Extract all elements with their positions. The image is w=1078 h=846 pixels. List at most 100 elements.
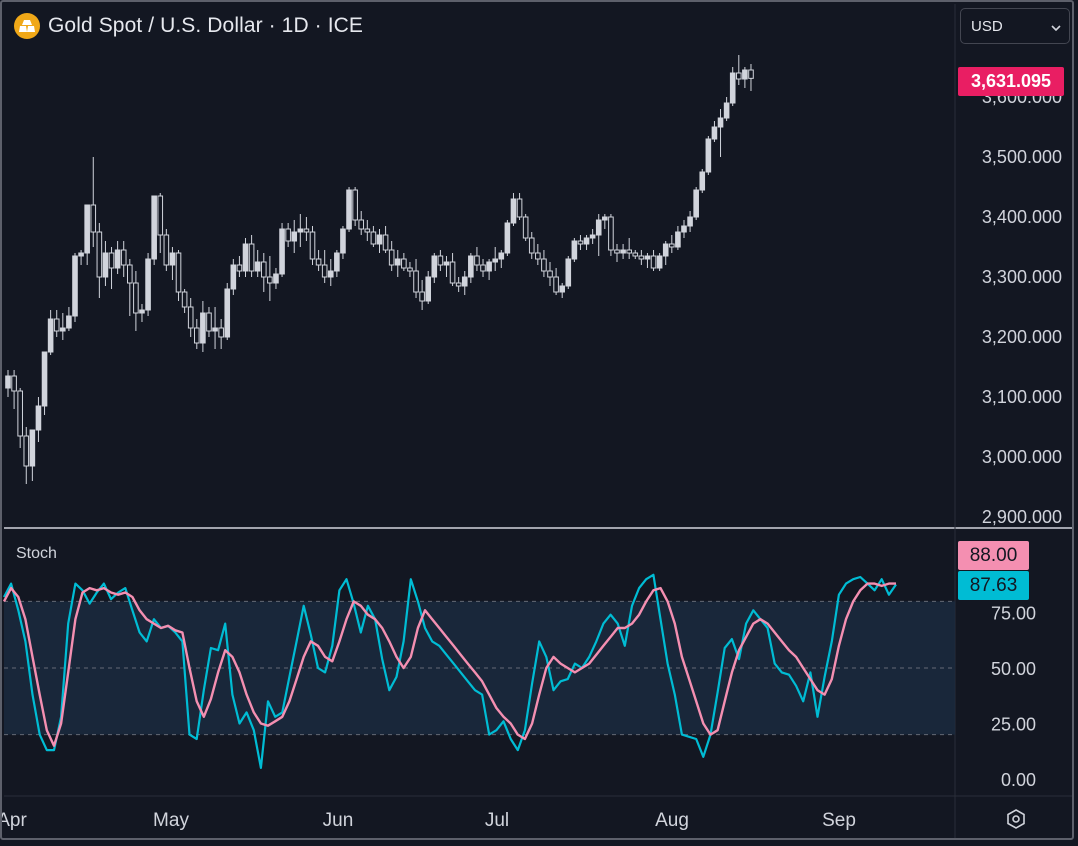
stoch-tick-label: 0.00 bbox=[1001, 770, 1036, 790]
candle bbox=[547, 262, 553, 286]
candle bbox=[41, 351, 48, 415]
candle bbox=[510, 193, 517, 226]
candle bbox=[705, 136, 712, 175]
candle bbox=[565, 256, 572, 289]
candle bbox=[382, 226, 389, 253]
candle bbox=[553, 268, 559, 295]
candle bbox=[47, 310, 54, 355]
candle bbox=[11, 370, 17, 409]
candle bbox=[157, 193, 164, 253]
candle bbox=[480, 259, 486, 277]
symbol-title[interactable]: Gold Spot / U.S. Dollar · 1D · ICE bbox=[48, 14, 363, 37]
price-tick-label: 3,400.000 bbox=[982, 207, 1062, 227]
price-axis[interactable]: 2,900.000 3,000.000 3,100.000 3,200.000 3,30… bbox=[982, 87, 1062, 527]
candle bbox=[181, 289, 188, 313]
candle bbox=[248, 235, 255, 277]
stoch-indicator-label[interactable]: Stoch bbox=[16, 545, 57, 562]
candle bbox=[498, 250, 505, 268]
candle bbox=[729, 67, 736, 106]
candle bbox=[5, 370, 11, 397]
candle bbox=[589, 229, 596, 244]
candle bbox=[120, 241, 127, 277]
settings-icon bbox=[1007, 809, 1025, 829]
candle bbox=[577, 235, 584, 250]
candle bbox=[559, 283, 565, 298]
chart-header: Gold Spot / U.S. Dollar · 1D · ICE bbox=[14, 12, 363, 40]
candle bbox=[620, 244, 626, 259]
gold-logo-icon bbox=[14, 13, 40, 39]
candle bbox=[23, 427, 30, 484]
stoch-band bbox=[4, 600, 955, 736]
candle bbox=[388, 241, 395, 271]
candle bbox=[687, 211, 693, 232]
settings-button[interactable] bbox=[1003, 806, 1029, 832]
candle bbox=[364, 220, 371, 241]
candle bbox=[528, 232, 535, 259]
price-tick-label: 3,200.000 bbox=[982, 327, 1062, 347]
candle bbox=[267, 256, 273, 301]
candle bbox=[139, 304, 145, 322]
candle bbox=[35, 397, 42, 442]
candle bbox=[334, 250, 340, 277]
time-tick-label: Jun bbox=[323, 810, 354, 831]
candle bbox=[340, 226, 346, 259]
candle bbox=[291, 220, 298, 253]
candle bbox=[431, 253, 438, 283]
stoch-tick-label: 50.00 bbox=[991, 659, 1036, 679]
candle bbox=[309, 226, 316, 265]
currency-select[interactable]: USD bbox=[960, 8, 1070, 44]
candle bbox=[66, 307, 72, 331]
candle bbox=[242, 238, 249, 277]
candle bbox=[285, 223, 291, 247]
candle bbox=[736, 55, 742, 85]
candle bbox=[17, 388, 23, 448]
candle bbox=[254, 250, 261, 277]
candle bbox=[419, 280, 425, 310]
candle bbox=[279, 223, 285, 277]
candle bbox=[650, 250, 657, 271]
candle bbox=[468, 253, 474, 283]
stoch-series bbox=[2, 573, 897, 770]
candle bbox=[102, 241, 109, 286]
candle bbox=[614, 244, 620, 262]
candle bbox=[90, 157, 97, 247]
candle bbox=[693, 187, 699, 220]
candle bbox=[346, 187, 352, 232]
time-tick-label: Jul bbox=[485, 810, 509, 831]
candle bbox=[303, 217, 310, 241]
candle bbox=[742, 67, 748, 88]
stoch-axis[interactable]: 0.00 25.00 50.00 75.00 bbox=[991, 604, 1036, 791]
candle bbox=[461, 271, 468, 295]
candle bbox=[723, 97, 730, 121]
candle bbox=[230, 259, 237, 295]
candle bbox=[602, 214, 608, 229]
candle bbox=[425, 271, 432, 304]
candle bbox=[401, 253, 407, 271]
candles-series bbox=[5, 55, 754, 484]
candle bbox=[638, 250, 645, 265]
candle bbox=[321, 250, 328, 283]
candle bbox=[504, 220, 511, 256]
candle bbox=[108, 247, 115, 289]
candle bbox=[53, 310, 60, 337]
candle bbox=[571, 238, 578, 262]
price-tick-label: 3,100.000 bbox=[982, 387, 1062, 407]
candle bbox=[72, 253, 78, 322]
candle bbox=[711, 121, 718, 142]
candle bbox=[407, 262, 413, 277]
stoch-tick-label: 75.00 bbox=[991, 604, 1036, 624]
candle bbox=[260, 253, 267, 292]
candle bbox=[541, 250, 547, 277]
candle bbox=[127, 259, 133, 316]
candle bbox=[595, 214, 602, 256]
candle bbox=[413, 259, 419, 298]
candle bbox=[608, 214, 614, 256]
candle bbox=[748, 64, 754, 91]
stoch-k-value-label: 87.63 bbox=[958, 571, 1029, 600]
candle bbox=[200, 301, 206, 352]
time-axis[interactable]: Apr May Jun Jul Aug Sep bbox=[0, 810, 856, 831]
candle bbox=[644, 253, 651, 268]
candle bbox=[669, 235, 675, 253]
candle bbox=[516, 193, 523, 220]
